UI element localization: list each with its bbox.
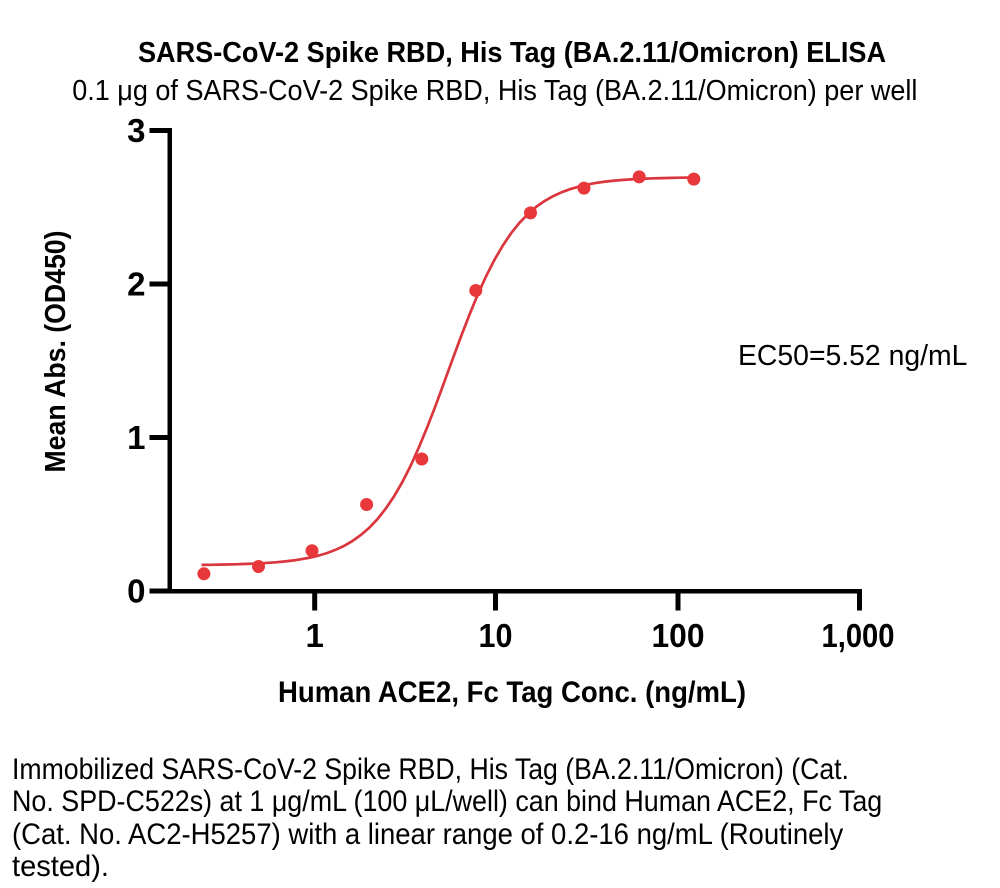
svg-text:Human ACE2, Fc Tag Conc. (ng/m: Human ACE2, Fc Tag Conc. (ng/mL) (278, 676, 746, 709)
svg-text:0: 0 (127, 572, 145, 609)
svg-text:1,000: 1,000 (822, 617, 895, 654)
svg-text:3: 3 (127, 112, 145, 149)
svg-text:1: 1 (127, 419, 145, 456)
svg-text:1: 1 (306, 617, 324, 654)
svg-text:Mean Abs. (OD450): Mean Abs. (OD450) (40, 231, 72, 473)
svg-text:10: 10 (479, 617, 513, 654)
svg-text:100: 100 (652, 617, 705, 654)
svg-text:2: 2 (127, 265, 145, 302)
